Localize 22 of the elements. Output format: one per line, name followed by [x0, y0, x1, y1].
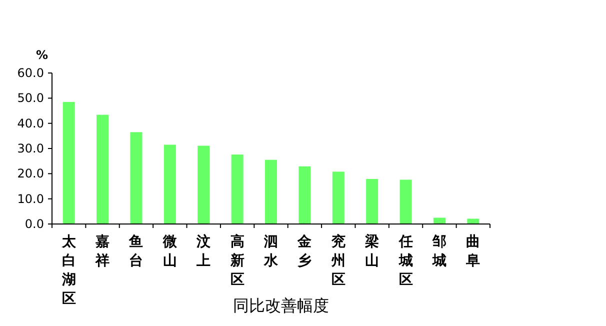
x-tick-label: 兖州区	[330, 233, 346, 288]
x-tick-label: 金乡	[296, 234, 313, 269]
x-tick-label: 嘉祥	[94, 234, 110, 269]
y-tick-label: 0.0	[24, 217, 44, 231]
x-tick-label: 太白湖区	[60, 234, 77, 307]
y-axis-title: %	[36, 48, 48, 62]
y-tick-label: 20.0	[17, 166, 44, 181]
x-tick-label: 邹城	[431, 234, 446, 269]
y-tick-label: 10.0	[17, 192, 44, 206]
y-tick-label: 40.0	[17, 116, 44, 130]
x-tick-label: 泗水	[263, 234, 279, 269]
x-axis-title: 同比改善幅度	[233, 296, 329, 315]
x-tick-label: 曲阜	[465, 234, 480, 269]
x-tick-label: 鱼台	[128, 234, 144, 269]
y-tick-label: 60.0	[17, 66, 44, 80]
x-tick-label: 微山	[162, 234, 178, 269]
x-tick-label: 汶上	[196, 233, 212, 269]
x-tick-label: 梁山	[364, 233, 380, 269]
x-tick-label: 任城区	[398, 234, 413, 288]
y-tick-label: 30.0	[17, 142, 44, 156]
x-tick-label: 高新区	[229, 233, 244, 288]
y-tick-label: 50.0	[17, 91, 44, 106]
